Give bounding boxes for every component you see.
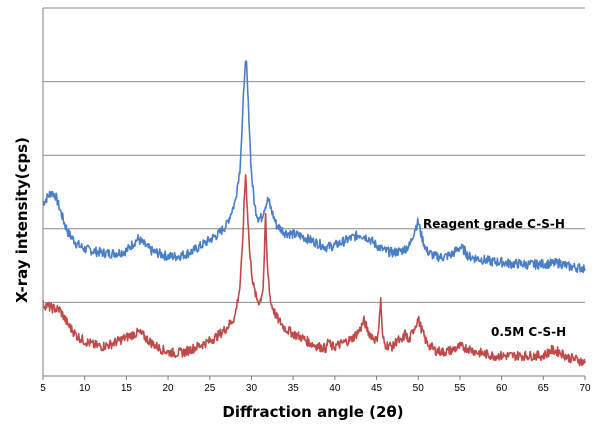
x-tick-label-45: 45 [371, 383, 383, 394]
x-tick-label-30: 30 [246, 383, 258, 394]
y-axis-title: X-ray intensity(cps) [13, 137, 31, 303]
series-label-reagent: Reagent grade C-S-H [423, 217, 565, 231]
x-tick-labels: 5 10 15 20 25 30 35 40 45 50 55 60 65 70 [40, 376, 591, 394]
series-line-1 [42, 60, 586, 274]
x-tick-label-35: 35 [288, 383, 300, 394]
gridlines [43, 7, 585, 303]
x-tick-label-65: 65 [538, 383, 550, 394]
x-tick-label-25: 25 [204, 383, 216, 394]
series-label-0.5m: 0.5M C-S-H [491, 325, 566, 339]
series-group [42, 60, 586, 367]
x-tick-label-5: 5 [40, 383, 46, 394]
x-tick-label-10: 10 [79, 383, 91, 394]
x-tick-label-70: 70 [579, 383, 591, 394]
x-axis-title: Diffraction angle (2θ) [222, 403, 403, 421]
x-tick-label-60: 60 [496, 383, 508, 394]
x-tick-label-55: 55 [454, 383, 466, 394]
x-tick-label-15: 15 [121, 383, 133, 394]
x-tick-label-50: 50 [413, 383, 425, 394]
series-line-2 [42, 174, 586, 367]
x-tick-label-20: 20 [163, 383, 175, 394]
x-tick-label-40: 40 [329, 383, 341, 394]
axes [42, 8, 585, 377]
